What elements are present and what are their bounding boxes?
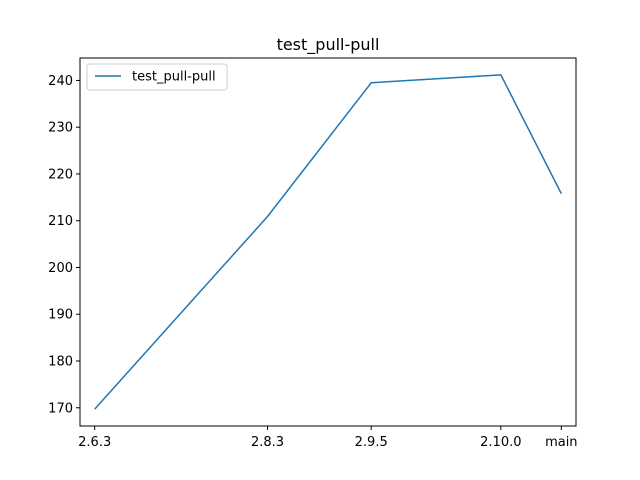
- x-tick-label: 2.9.5: [355, 435, 388, 450]
- series-line: [94, 74, 562, 410]
- legend-label: test_pull-pull: [132, 70, 216, 85]
- y-tick-label: 180: [48, 355, 73, 370]
- legend: test_pull-pull: [86, 63, 228, 91]
- y-tick-label: 220: [48, 167, 73, 182]
- y-tick-label: 200: [48, 261, 73, 276]
- y-tick-label: 230: [48, 121, 73, 136]
- chart-title: test_pull-pull: [277, 35, 380, 55]
- y-tick-label: 190: [48, 308, 73, 323]
- x-tick-label: 2.10.0: [480, 435, 521, 450]
- y-tick-label: 210: [48, 214, 73, 229]
- y-tick-label: 170: [48, 401, 73, 416]
- plot-area: 170 180 190 200 210 220 230 240 2.6.3 2.8.3 2.9.5 2…: [48, 57, 578, 450]
- axes-frame: [79, 57, 577, 427]
- y-tick-label: 240: [48, 74, 73, 89]
- x-tick-label: 2.8.3: [251, 435, 284, 450]
- legend-box: [86, 63, 228, 91]
- x-tick-label: 2.6.3: [78, 435, 111, 450]
- x-tick-label: main: [545, 435, 577, 450]
